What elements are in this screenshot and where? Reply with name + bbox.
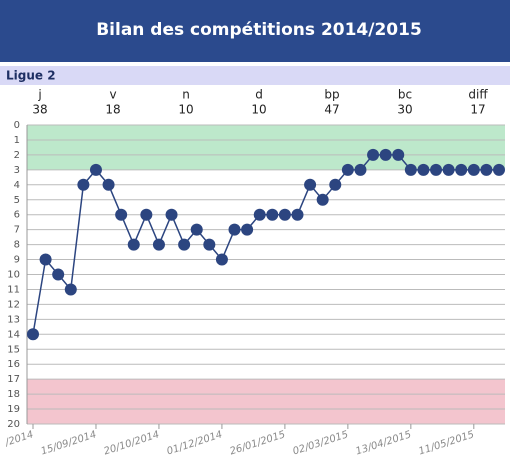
y-tick-label: 10: [7, 270, 20, 281]
rank-marker: [253, 208, 266, 221]
y-tick-label: 9: [14, 255, 20, 266]
rank-marker: [404, 163, 417, 176]
band: [27, 125, 505, 170]
y-tick-label: 19: [7, 404, 20, 415]
rank-marker: [455, 163, 468, 176]
section-title: Ligue 2: [6, 69, 56, 83]
rank-marker: [77, 178, 90, 191]
header-bar: [0, 0, 510, 62]
x-tick-label: 02/03/2015: [292, 429, 350, 457]
rank-marker: [316, 193, 329, 206]
y-tick-label: 4: [14, 180, 20, 191]
y-tick-label: 12: [7, 299, 20, 310]
y-tick-label: 3: [14, 165, 20, 176]
y-tick-label: 14: [7, 329, 20, 340]
rank-marker: [228, 223, 241, 236]
y-tick-label: 7: [14, 225, 20, 236]
y-tick-label: 1: [14, 135, 20, 146]
y-tick-label: 2: [14, 150, 20, 161]
stat-label: bc: [398, 88, 412, 102]
stat-label: j: [37, 88, 41, 102]
stat-value: 10: [178, 103, 193, 117]
y-tick-label: 20: [7, 419, 20, 430]
y-tick-label: 18: [7, 389, 20, 400]
y-tick-label: 0: [14, 120, 20, 131]
rank-marker: [417, 163, 430, 176]
rank-marker: [367, 148, 380, 161]
y-tick-label: 11: [7, 284, 20, 295]
y-tick-label: 6: [14, 210, 20, 221]
x-tick-label: /2014: [3, 429, 35, 449]
rank-marker: [152, 238, 165, 251]
x-tick-label: 13/04/2015: [354, 429, 412, 457]
rank-marker: [392, 148, 405, 161]
rank-marker: [341, 163, 354, 176]
rank-marker: [39, 253, 52, 266]
y-tick-label: 13: [7, 314, 20, 325]
section-bar: [0, 66, 510, 85]
rank-marker: [278, 208, 291, 221]
x-tick-label: 26/01/2015: [229, 429, 287, 457]
rank-marker: [480, 163, 493, 176]
page-title: Bilan des compétitions 2014/2015: [96, 20, 422, 40]
rank-marker: [467, 163, 480, 176]
rank-marker: [52, 268, 65, 281]
rank-marker: [203, 238, 216, 251]
stat-label: v: [109, 88, 116, 102]
rank-marker: [178, 238, 191, 251]
rank-marker: [127, 238, 140, 251]
stat-value: 18: [105, 103, 120, 117]
rank-marker: [266, 208, 279, 221]
rank-marker: [215, 253, 228, 266]
rank-marker: [165, 208, 178, 221]
stat-value: 30: [397, 103, 412, 117]
stat-label: d: [255, 88, 263, 102]
rank-marker: [304, 178, 317, 191]
stat-label: bp: [324, 88, 339, 102]
rank-marker: [115, 208, 128, 221]
stat-label: n: [182, 88, 190, 102]
stat-value: 10: [251, 103, 266, 117]
rank-marker: [89, 163, 102, 176]
stat-value: 47: [324, 103, 339, 117]
rank-marker: [140, 208, 153, 221]
x-tick-label: 15/09/2014: [40, 429, 98, 457]
band: [27, 379, 505, 424]
y-tick-label: 16: [7, 359, 20, 370]
stat-label: diff: [468, 88, 488, 102]
stat-value: 17: [470, 103, 485, 117]
rank-marker: [64, 283, 77, 296]
x-tick-label: 01/12/2014: [166, 429, 224, 457]
rank-marker: [430, 163, 443, 176]
x-tick-label: 11/05/2015: [417, 429, 475, 457]
y-tick-label: 5: [14, 195, 20, 206]
rank-marker: [442, 163, 455, 176]
y-tick-label: 15: [7, 344, 20, 355]
x-tick-label: 20/10/2014: [103, 429, 161, 457]
rank-marker: [27, 328, 39, 341]
rank-marker: [190, 223, 203, 236]
rank-marker: [354, 163, 367, 176]
y-tick-label: 17: [7, 374, 20, 385]
rank-marker: [102, 178, 115, 191]
rank-marker: [493, 163, 505, 176]
rank-marker: [379, 148, 392, 161]
stat-value: 38: [32, 103, 47, 117]
rank-marker: [291, 208, 304, 221]
rank-marker: [241, 223, 254, 236]
y-tick-label: 8: [14, 240, 20, 251]
rank-marker: [329, 178, 342, 191]
